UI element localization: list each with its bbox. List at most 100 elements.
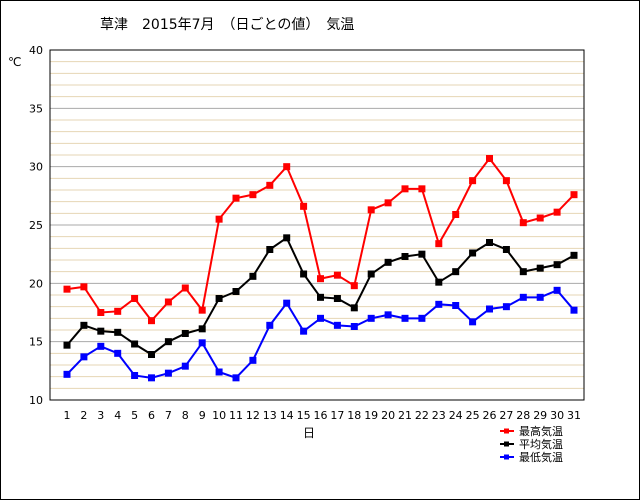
- data-point: [536, 293, 544, 301]
- data-point: [519, 219, 527, 227]
- x-tick-label: 10: [212, 409, 226, 422]
- data-point: [333, 295, 341, 302]
- x-tick-label: 20: [381, 409, 395, 422]
- data-point: [553, 261, 561, 269]
- data-point: [570, 306, 578, 314]
- series-1: [63, 155, 578, 325]
- data-point: [435, 278, 443, 286]
- data-point: [80, 283, 88, 291]
- x-tick-label: 9: [199, 409, 206, 422]
- data-point: [350, 304, 358, 312]
- data-point: [232, 288, 240, 295]
- legend-swatch-marker: [504, 441, 509, 447]
- x-tick-label: 28: [516, 409, 530, 422]
- legend-item: 最高気温: [500, 424, 563, 438]
- data-point: [232, 374, 240, 382]
- legend-item: 最低気温: [500, 450, 563, 464]
- x-tick-label: 16: [314, 409, 328, 422]
- data-point: [63, 370, 71, 378]
- data-point: [570, 251, 578, 259]
- data-point: [317, 314, 324, 322]
- x-tick-label: 17: [330, 409, 344, 422]
- data-point: [553, 208, 561, 216]
- x-tick-label: 13: [263, 409, 277, 422]
- data-point: [367, 314, 375, 322]
- data-point: [80, 321, 88, 329]
- data-point: [435, 240, 443, 248]
- plot-area-border: [49, 49, 585, 401]
- data-point: [553, 286, 561, 294]
- data-point: [215, 368, 223, 376]
- x-tick-label: 25: [466, 409, 480, 422]
- data-point: [249, 191, 257, 199]
- series-3: [63, 286, 578, 382]
- data-point: [283, 299, 291, 307]
- data-point: [249, 356, 257, 364]
- plot-border: [49, 49, 585, 401]
- data-point: [452, 211, 460, 218]
- x-tick-label: 3: [97, 409, 104, 422]
- data-point: [266, 321, 274, 329]
- data-point: [131, 372, 139, 379]
- legend-label: 最低気温: [519, 450, 563, 464]
- x-tick-label: 8: [182, 409, 189, 422]
- data-point: [367, 270, 375, 278]
- data-point: [266, 181, 274, 189]
- data-point: [148, 374, 155, 382]
- x-tick-label: 7: [165, 409, 172, 422]
- data-point: [469, 249, 477, 257]
- data-point: [486, 239, 493, 246]
- data-point: [486, 155, 493, 162]
- data-point: [401, 253, 409, 260]
- y-tick-label: 25: [29, 219, 43, 232]
- data-point: [333, 321, 341, 329]
- data-point: [198, 339, 206, 347]
- y-tick-label: 10: [29, 394, 43, 407]
- x-tick-label: 5: [131, 409, 138, 422]
- series-lines: [63, 155, 578, 382]
- data-point: [367, 206, 375, 214]
- data-point: [97, 342, 105, 350]
- data-point: [502, 246, 510, 253]
- x-tick-label: 15: [297, 409, 311, 422]
- data-point: [350, 323, 358, 330]
- data-point: [97, 309, 105, 316]
- y-axis-ticks: 10 15 20 25 30 35 40: [29, 44, 43, 407]
- y-tick-label: 20: [29, 277, 43, 290]
- x-tick-label: 1: [64, 409, 71, 422]
- data-point: [519, 293, 527, 301]
- series-2: [63, 234, 578, 358]
- data-point: [536, 214, 544, 222]
- data-point: [502, 177, 510, 185]
- data-point: [384, 199, 392, 207]
- data-point: [317, 293, 324, 301]
- data-point: [131, 340, 139, 348]
- data-point: [215, 295, 223, 302]
- data-point: [300, 202, 308, 210]
- data-point: [181, 284, 189, 292]
- data-point: [435, 300, 443, 308]
- data-point: [148, 317, 155, 325]
- x-axis-ticks: 1 2 3 4 5 6 7 8 9 10 11 12 13 14 15 16 17 18 19 20 21 22 23 24 2…: [64, 409, 582, 422]
- x-tick-label: 18: [347, 409, 361, 422]
- data-point: [181, 330, 189, 337]
- data-point: [164, 369, 172, 377]
- data-point: [283, 234, 291, 242]
- data-point: [266, 246, 274, 253]
- x-tick-label: 2: [80, 409, 87, 422]
- data-point: [452, 302, 460, 309]
- data-point: [164, 338, 172, 346]
- data-point: [300, 270, 308, 278]
- data-point: [198, 306, 206, 314]
- data-point: [97, 327, 105, 335]
- data-point: [148, 351, 155, 358]
- x-tick-label: 6: [148, 409, 155, 422]
- data-point: [317, 275, 324, 283]
- x-tick-label: 11: [229, 409, 243, 422]
- legend-swatch-marker: [504, 454, 509, 460]
- data-point: [63, 285, 71, 293]
- legend-label: 最高気温: [519, 424, 563, 438]
- x-tick-label: 27: [499, 409, 513, 422]
- y-axis-label: ℃: [8, 55, 21, 69]
